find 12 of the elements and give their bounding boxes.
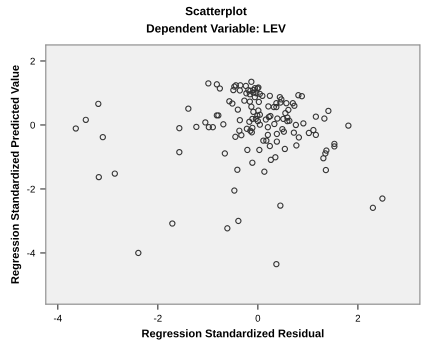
y-tick-label: 0 bbox=[30, 122, 35, 129]
x-axis-title: Regression Standardized Residual bbox=[142, 329, 324, 340]
x-tick-label: 0 bbox=[256, 314, 260, 322]
x-tick-label: 2 bbox=[356, 314, 360, 322]
x-tick-label: -4 bbox=[54, 314, 62, 322]
x-tick-label: -2 bbox=[154, 314, 162, 322]
y-tick-label: -4 bbox=[27, 250, 36, 256]
chart-subtitle: Dependent Variable: LEV bbox=[146, 24, 286, 35]
y-tick-label: -2 bbox=[27, 186, 35, 192]
y-tick-label: 2 bbox=[30, 58, 35, 64]
y-axis-title: Regression Standardized Predicted Value bbox=[10, 65, 22, 284]
chart-title: Scatterplot bbox=[186, 6, 247, 18]
